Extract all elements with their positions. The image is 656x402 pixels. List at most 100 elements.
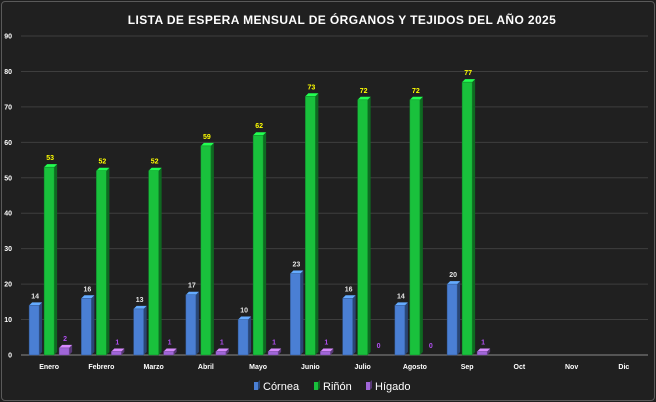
cornea-bar-top [133, 305, 147, 309]
rinon-bar [148, 170, 159, 356]
cornea-data-label: 20 [449, 272, 457, 279]
x-tick-label: Nov [565, 364, 578, 371]
cornea-data-label: 16 [345, 286, 353, 293]
cornea-bar-side [143, 305, 147, 355]
higado-bar [111, 351, 122, 356]
x-tick-label: Mayo [249, 364, 267, 371]
rinon-bar [43, 166, 55, 356]
rinon-bar [409, 99, 421, 356]
rinon-bar-side [419, 96, 423, 356]
higado-bar [320, 351, 331, 356]
rinon-bar-side [367, 96, 371, 356]
rinon-bar [461, 81, 473, 356]
x-tick-label: Marzo [144, 364, 164, 371]
higado-bar-side [225, 348, 229, 355]
higado-bar-top [111, 348, 125, 352]
rinon-bar [357, 99, 368, 356]
higado-data-label: 0 [377, 343, 381, 350]
higado-bar-top [268, 348, 282, 352]
cornea-bar-top [81, 295, 95, 299]
cornea-legend-swatch-side [258, 380, 260, 390]
cornea-bar-side [300, 270, 304, 355]
cornea-bar-top [342, 295, 356, 299]
cornea-bar [185, 294, 197, 356]
cornea-data-label: 14 [397, 293, 405, 300]
cornea-data-label: 17 [188, 283, 196, 290]
rinon-bar-side [106, 167, 110, 355]
cornea-data-label: 16 [83, 286, 91, 293]
rinon-bar-top [200, 142, 214, 146]
cornea-bar-side [39, 302, 43, 355]
cornea-bar-side [352, 295, 356, 355]
cornea-bar [237, 319, 249, 356]
cornea-data-label: 23 [292, 261, 300, 268]
rinon-data-label: 52 [98, 159, 106, 166]
cornea-data-label: 13 [136, 297, 144, 304]
cornea-data-label: 14 [31, 293, 39, 300]
higado-legend-swatch [366, 382, 370, 390]
bars [28, 79, 491, 356]
cornea-bar-top [394, 302, 408, 306]
higado-bar-side [121, 348, 125, 355]
rinon-legend-swatch [314, 382, 318, 390]
rinon-bar-side [315, 93, 319, 355]
y-tick-label: 70 [4, 104, 12, 111]
rinon-bar-top [44, 164, 58, 168]
higado-data-label: 1 [168, 339, 172, 346]
x-tick-label: Abril [198, 364, 214, 371]
higado-data-label: 1 [324, 339, 328, 346]
y-tick-label: 30 [4, 246, 12, 253]
cornea-bar [290, 273, 301, 356]
cornea-bar-side [91, 295, 95, 355]
higado-bar-top [320, 348, 334, 352]
x-axis: Enero Febrero Marzo Abril Mayo Junio Julio Agos… [39, 364, 629, 371]
rinon-bar-top [96, 167, 110, 171]
y-axis: 0 10 20 30 40 50 60 70 80 90 [4, 34, 12, 360]
higado-bar-top [215, 348, 229, 352]
rinon-bar-top [409, 96, 423, 100]
cornea-bar-top [185, 291, 199, 295]
higado-bar-side [487, 348, 491, 355]
rinon-legend-swatch-side [318, 380, 320, 390]
rinon-data-label: 77 [464, 70, 472, 77]
cornea-bar-top [447, 281, 461, 285]
rinon-bar [252, 134, 264, 356]
higado-legend-label: Hígado [375, 381, 410, 393]
higado-bar [58, 347, 70, 356]
higado-data-label: 2 [63, 336, 67, 343]
x-tick-label: Junio [301, 364, 320, 371]
rinon-data-label: 52 [151, 159, 159, 166]
higado-data-label: 1 [272, 339, 276, 346]
higado-bar [163, 351, 174, 356]
higado-data-label: 1 [481, 339, 485, 346]
rinon-legend-label: Riñón [323, 381, 352, 393]
cornea-bar [28, 305, 40, 356]
y-tick-label: 40 [4, 211, 12, 218]
y-tick-label: 10 [4, 317, 12, 324]
cornea-bar [446, 283, 458, 356]
cornea-bar-top [29, 302, 43, 306]
rinon-data-label: 62 [255, 123, 263, 130]
higado-bar [215, 351, 227, 356]
y-tick-label: 90 [4, 34, 12, 41]
cornea-bar [394, 305, 406, 356]
y-tick-label: 0 [8, 353, 12, 360]
x-tick-label: Julio [354, 364, 370, 371]
cornea-data-label: 10 [240, 308, 248, 315]
rinon-data-label: 59 [203, 134, 211, 141]
higado-legend-swatch-side [370, 380, 372, 390]
legend: Córnea Riñón Hígado [254, 380, 410, 393]
y-tick-label: 50 [4, 175, 12, 182]
cornea-bar-side [248, 316, 252, 355]
y-tick-label: 60 [4, 140, 12, 147]
cornea-legend-swatch [254, 382, 258, 390]
rinon-data-label: 73 [307, 84, 315, 91]
cornea-bar [342, 298, 353, 356]
chart-title: LISTA DE ESPERA MENSUAL DE ÓRGANOS Y TEJ… [128, 12, 556, 27]
higado-bar-top [59, 344, 73, 348]
rinon-data-label: 53 [46, 155, 54, 162]
cornea-bar-top [238, 316, 252, 320]
x-tick-label: Oct [514, 364, 526, 371]
